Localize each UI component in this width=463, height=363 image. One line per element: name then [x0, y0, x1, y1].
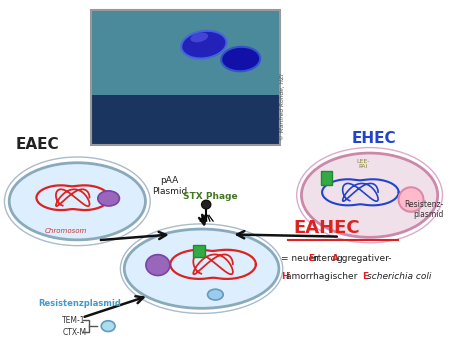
Text: Chromosom: Chromosom — [44, 228, 87, 234]
Text: EHEC: EHEC — [351, 131, 396, 146]
Ellipse shape — [399, 187, 423, 212]
Text: STX Phage: STX Phage — [183, 192, 238, 201]
Bar — [91, 95, 280, 146]
Text: TEM-1: TEM-1 — [62, 316, 86, 325]
Ellipse shape — [190, 33, 208, 42]
Text: Resistenzplasmid: Resistenzplasmid — [38, 299, 121, 308]
Ellipse shape — [221, 47, 260, 71]
Text: CTX-M: CTX-M — [62, 327, 86, 337]
Text: © Manfred Rohde, HZI: © Manfred Rohde, HZI — [279, 73, 285, 140]
Text: = neuer: = neuer — [281, 254, 321, 263]
Text: ämorrhagischer: ämorrhagischer — [286, 272, 361, 281]
Bar — [91, 11, 280, 146]
Ellipse shape — [181, 31, 226, 58]
Text: Resistenz-
plasmid: Resistenz- plasmid — [404, 200, 443, 219]
Text: E: E — [308, 254, 314, 263]
Ellipse shape — [101, 321, 115, 331]
Ellipse shape — [9, 163, 145, 240]
Ellipse shape — [301, 153, 438, 237]
Text: scherichia coli: scherichia coli — [367, 272, 432, 281]
Ellipse shape — [124, 229, 279, 308]
Text: A: A — [332, 254, 339, 263]
Text: H: H — [281, 272, 289, 281]
Text: ntero-: ntero- — [313, 254, 340, 263]
Text: EAEC: EAEC — [15, 137, 59, 152]
Text: E: E — [362, 272, 369, 281]
Bar — [91, 11, 280, 146]
Text: LEE-
PAI: LEE- PAI — [356, 159, 369, 169]
Bar — [321, 171, 332, 185]
Text: EAHEC: EAHEC — [294, 219, 360, 237]
Ellipse shape — [146, 254, 170, 276]
Ellipse shape — [207, 289, 223, 300]
Bar — [193, 245, 205, 257]
Text: ggregativer-: ggregativer- — [337, 254, 392, 263]
Ellipse shape — [201, 200, 211, 209]
Text: pAA
Plasmid: pAA Plasmid — [152, 176, 187, 196]
Ellipse shape — [98, 191, 119, 206]
